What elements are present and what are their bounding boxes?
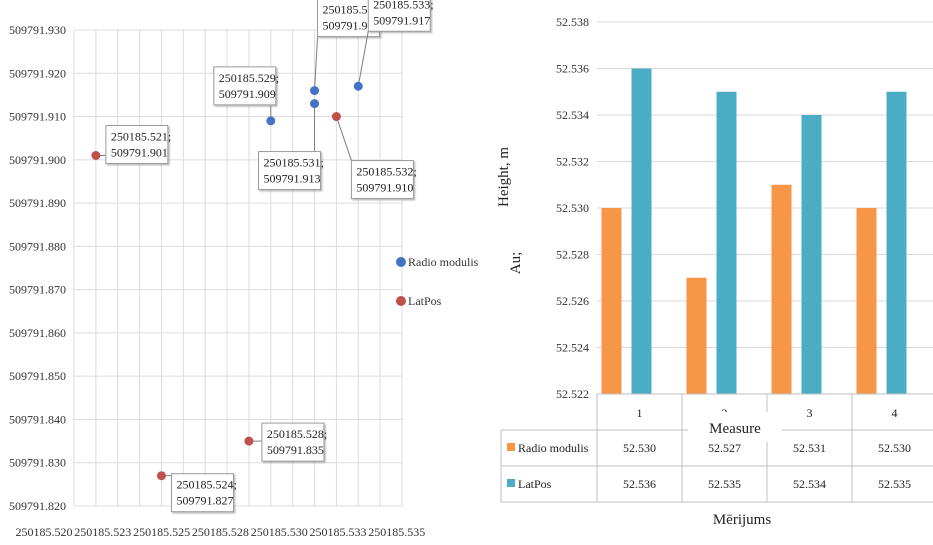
x-tick-label: 250185.530	[251, 525, 308, 539]
callout-box	[105, 124, 169, 164]
y-tick-label: 52.538	[556, 15, 589, 29]
callout-box	[213, 66, 277, 106]
y-axis-title: Height, m	[496, 147, 512, 207]
bar	[601, 208, 622, 394]
scatter-point	[244, 436, 254, 446]
legend-label: Radio modulis	[408, 255, 479, 269]
callout-label-y: 509791.910	[356, 181, 413, 195]
y-tick-label: 52.530	[556, 201, 589, 215]
callout-label-x: 250185.521;	[111, 129, 171, 143]
y-tick-label: 509791.880	[9, 239, 66, 253]
y-tick-label: 509791.870	[9, 283, 66, 297]
scatter-point	[331, 112, 341, 122]
legend-marker	[396, 296, 406, 306]
callout-label-x: 250185.531;	[264, 156, 324, 170]
bar	[886, 91, 907, 394]
legend-key	[507, 443, 515, 451]
scatter-chart: 509791.930 509791.920 509791.910 509791.900…	[9, 0, 479, 539]
callout-box	[350, 160, 414, 200]
y-tick-label: 509791.830	[9, 456, 66, 470]
bar	[631, 68, 652, 394]
scatter-point	[91, 150, 101, 160]
table-value: 52.535	[878, 477, 911, 491]
y-tick-label: 509791.860	[9, 326, 66, 340]
callout-label-y: 509791.916	[323, 19, 380, 33]
scatter-point	[156, 471, 166, 481]
x-tick-label: 250185.533	[310, 525, 367, 539]
callout-leader	[335, 116, 352, 161]
callout-leader	[357, 31, 369, 87]
y-tick-label: 52.532	[556, 155, 589, 169]
y-tick-label: 509791.840	[9, 412, 66, 426]
bar	[686, 277, 707, 394]
measure-overlay-label: Measure	[709, 421, 761, 437]
callout-label-x: 250185.532;	[356, 165, 416, 179]
y-tick-label: 509791.890	[9, 196, 66, 210]
callout-label-y: 509791.835	[267, 443, 324, 457]
legend-label: LatPos	[408, 294, 442, 308]
scatter-point	[353, 81, 363, 91]
callout-box	[258, 151, 322, 191]
bar-chart: 52.538 52.536 52.534 52.532 52.530 52.528 52.5…	[496, 15, 933, 528]
callout-label-y: 509791.827	[176, 494, 233, 508]
category-label: 3	[807, 406, 813, 420]
table-value: 52.534	[793, 477, 826, 491]
y-tick-label: 509791.910	[9, 110, 66, 124]
scatter-point	[310, 99, 320, 109]
legend-marker	[396, 257, 406, 267]
callout-label-x: 250185.533;	[373, 0, 433, 11]
scatter-point	[310, 86, 320, 96]
callout-label-x: 250185.524;	[176, 478, 236, 492]
callout-label-y: 509791.917	[373, 13, 430, 27]
callout-leader	[314, 36, 319, 91]
x-tick-label: 250185.525	[133, 525, 190, 539]
callout-box	[367, 0, 431, 32]
scatter-point	[266, 116, 276, 126]
y-tick-label: 52.526	[556, 294, 589, 308]
x-tick-label: 250185.520	[16, 525, 73, 539]
series-name: Radio modulis	[518, 441, 589, 455]
y-tick-label: 52.528	[556, 248, 589, 262]
category-label: 1	[637, 406, 643, 420]
y-axis-title-behind: Au;	[508, 252, 524, 275]
x-tick-label: 250185.528	[192, 525, 249, 539]
x-tick-label: 250185.535	[368, 525, 425, 539]
measure-overlay-box	[688, 412, 782, 442]
x-tick-label: 250185.523	[74, 525, 131, 539]
table-value: 52.536	[623, 477, 656, 491]
category-label: 4	[892, 406, 898, 420]
callout-label-x: 250185.529;	[219, 71, 279, 85]
table-value: 52.531	[793, 441, 826, 455]
y-tick-label: 52.522	[556, 387, 589, 401]
y-tick-label: 509791.820	[9, 499, 66, 513]
bar	[771, 184, 792, 394]
callout-label-y: 509791.913	[264, 172, 321, 186]
callout-box	[261, 422, 325, 462]
table-value: 52.527	[708, 441, 741, 455]
table-value: 52.530	[623, 441, 656, 455]
y-tick-label: 509791.900	[9, 153, 66, 167]
y-tick-label: 52.524	[556, 341, 589, 355]
y-tick-label: 509791.850	[9, 369, 66, 383]
bar	[856, 208, 877, 394]
y-tick-label: 52.534	[556, 108, 589, 122]
series-name: LatPos	[518, 477, 552, 491]
y-tick-label: 509791.930	[9, 23, 66, 37]
y-tick-label: 52.536	[556, 62, 589, 76]
table-value: 52.535	[708, 477, 741, 491]
callout-box	[170, 473, 234, 513]
callout-label-x: 250185.528;	[267, 427, 327, 441]
y-tick-label: 509791.920	[9, 66, 66, 80]
bar	[801, 115, 822, 394]
bar	[716, 91, 737, 394]
legend-key	[507, 479, 515, 487]
callout-label-y: 509791.909	[219, 87, 276, 101]
table-value: 52.530	[878, 441, 911, 455]
x-axis-title: Mērijums	[713, 512, 771, 528]
callout-label-y: 509791.901	[111, 145, 168, 159]
